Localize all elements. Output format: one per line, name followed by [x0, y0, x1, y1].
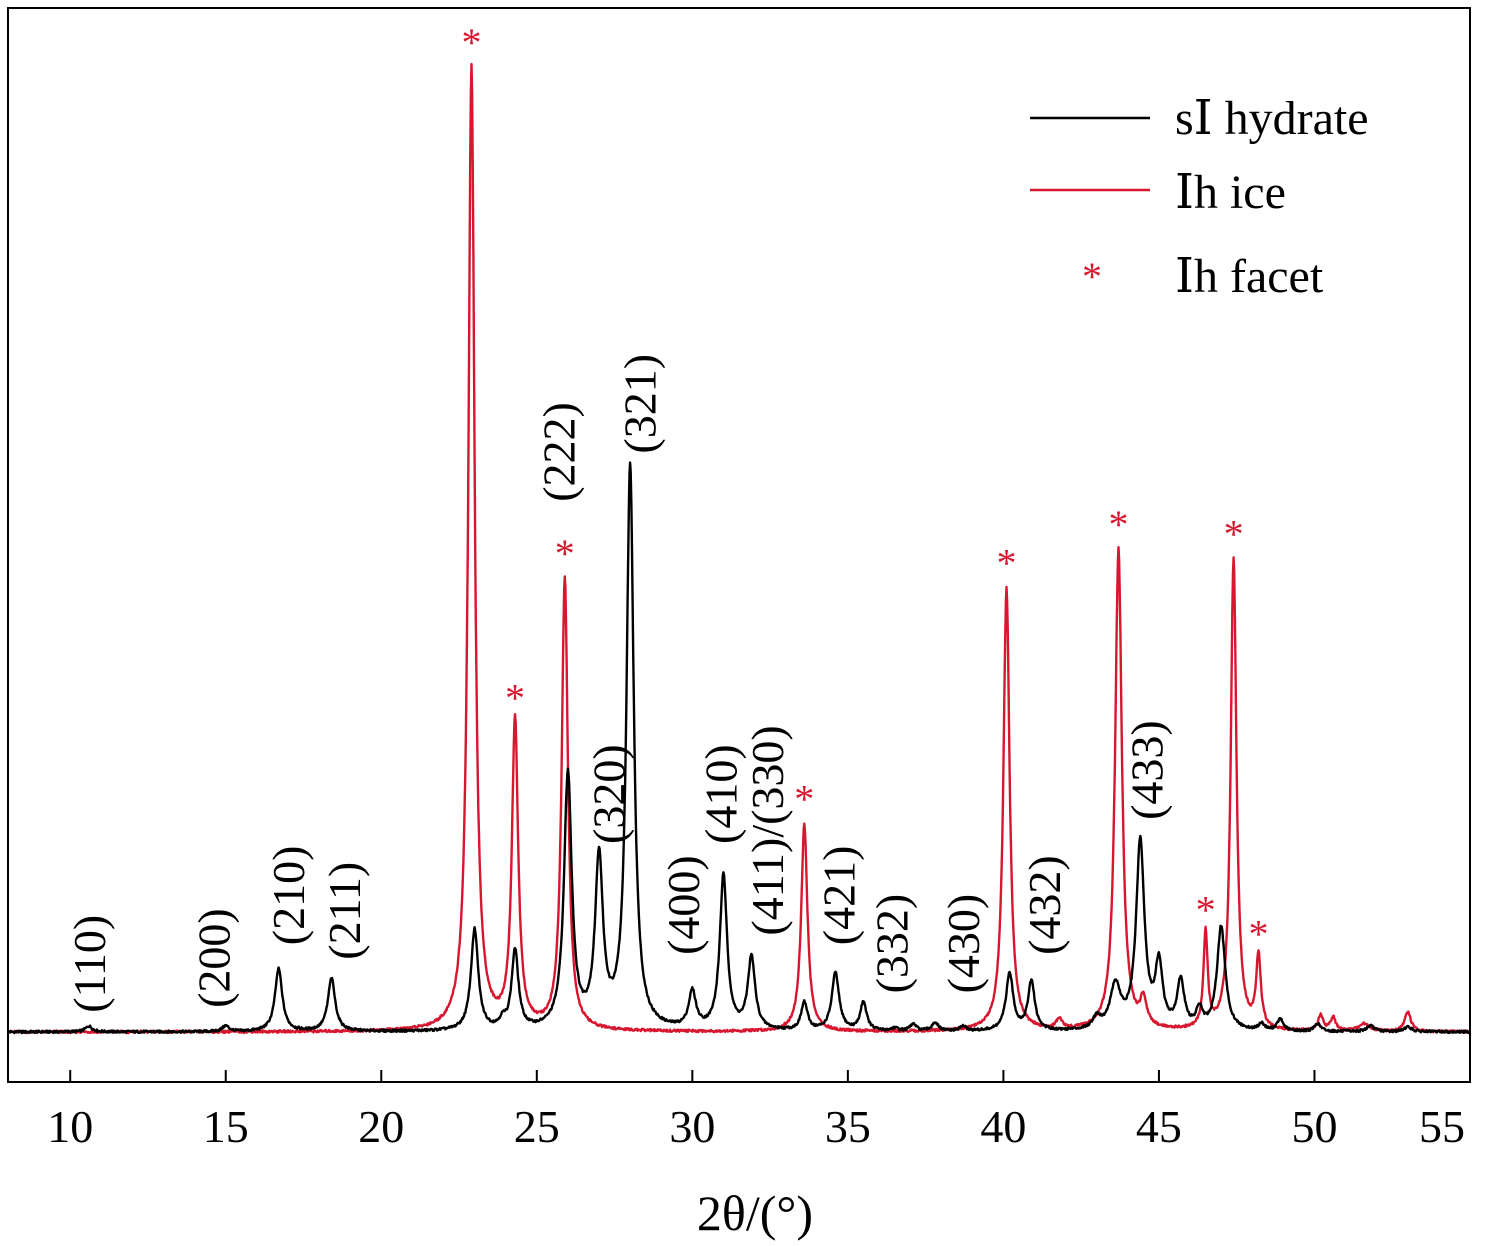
x-tick-label: 35	[825, 1101, 871, 1152]
peak-annotation: (433)	[1122, 720, 1173, 820]
legend-label-facet: Ⅰh facet	[1175, 250, 1324, 303]
x-tick-label: 15	[203, 1101, 249, 1152]
peak-annotation: (400)	[658, 855, 709, 955]
legend-label-hydrate: sⅠ hydrate	[1175, 92, 1369, 145]
peak-annotation: (421)	[814, 846, 865, 946]
peak-annotations: (110) (200) (210) (211) (222) (321) (320) (400)…	[64, 354, 1173, 1013]
facet-markers: * * * * * * * * *	[462, 20, 1269, 957]
x-tick-label: 45	[1136, 1101, 1182, 1152]
legend: sⅠ hydrate Ⅰh ice * Ⅰh facet	[1030, 92, 1369, 303]
x-tick-label: 40	[980, 1101, 1026, 1152]
x-tick-label: 10	[47, 1101, 93, 1152]
x-tick-label: 55	[1419, 1101, 1465, 1152]
x-axis-label: 2θ/(°)	[697, 1185, 813, 1241]
series-line-0	[6, 461, 1471, 1035]
legend-label-ice: Ⅰh ice	[1175, 166, 1286, 219]
facet-star-marker: *	[462, 20, 482, 65]
x-tick-label: 50	[1291, 1101, 1337, 1152]
peak-annotation: (320)	[583, 744, 634, 844]
facet-star-marker: *	[1196, 888, 1216, 933]
x-axis-ticks: 10 15 20 25 30 35 40 45 50 55	[47, 1070, 1471, 1152]
peak-annotation: (332)	[866, 894, 917, 994]
peak-annotation: (321)	[615, 354, 666, 454]
peak-annotation: (110)	[64, 915, 115, 1013]
plot-lines	[6, 62, 1471, 1035]
x-tick-label: 25	[514, 1101, 560, 1152]
facet-star-marker: *	[505, 676, 525, 721]
legend-star-marker: *	[1082, 254, 1102, 299]
facet-star-marker: *	[1109, 502, 1129, 547]
peak-annotation: (210)	[263, 846, 314, 946]
facet-star-marker: *	[555, 531, 575, 576]
series-line-1	[7, 62, 1471, 1035]
facet-star-marker: *	[1249, 912, 1269, 957]
peak-annotation: (222)	[534, 402, 585, 502]
peak-annotation: (432)	[1019, 855, 1070, 955]
x-tick-label: 20	[358, 1101, 404, 1152]
facet-star-marker: *	[997, 541, 1017, 586]
peak-annotation: (411)/(330)	[742, 725, 793, 935]
facet-star-marker: *	[1224, 512, 1244, 557]
peak-annotation: (430)	[938, 894, 989, 994]
x-tick-label: 30	[669, 1101, 715, 1152]
peak-annotation: (410)	[695, 744, 746, 844]
peak-annotation: (200)	[188, 908, 239, 1008]
peak-annotation: (211)	[319, 862, 370, 960]
facet-star-marker: *	[794, 777, 814, 822]
plot-frame	[7, 7, 1471, 1083]
